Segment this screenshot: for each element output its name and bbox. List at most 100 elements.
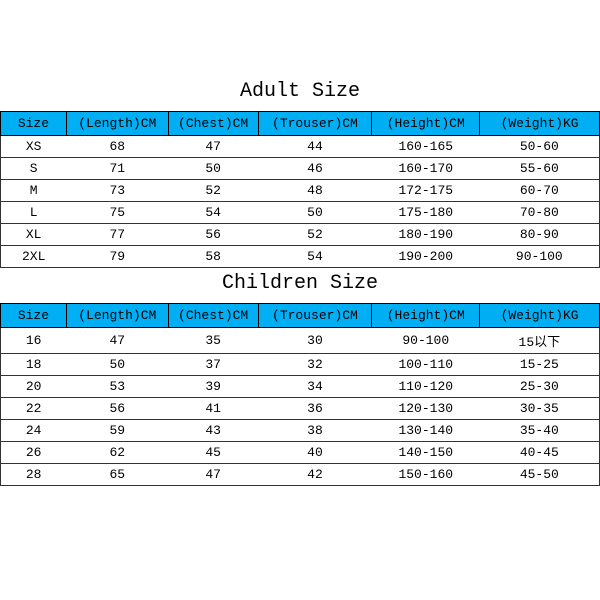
table-cell: 100-110 (372, 354, 480, 376)
table-cell: 50-60 (480, 136, 600, 158)
col-length: (Length)CM (66, 304, 168, 328)
table-cell: 53 (66, 376, 168, 398)
table-cell: 2XL (1, 246, 67, 268)
table-cell: 18 (1, 354, 67, 376)
table-cell: 73 (66, 180, 168, 202)
table-cell: 37 (168, 354, 258, 376)
adult-size-body: XS684744160-16550-60S715046160-17055-60M… (1, 136, 600, 268)
table-row: XS684744160-16550-60 (1, 136, 600, 158)
table-cell: 22 (1, 398, 67, 420)
table-cell: 140-150 (372, 442, 480, 464)
table-cell: S (1, 158, 67, 180)
table-cell: 36 (258, 398, 372, 420)
table-cell: XS (1, 136, 67, 158)
table-cell: 50 (66, 354, 168, 376)
table-row: S715046160-17055-60 (1, 158, 600, 180)
table-cell: 42 (258, 464, 372, 486)
table-cell: 15-25 (480, 354, 600, 376)
table-row: XL775652180-19080-90 (1, 224, 600, 246)
table-cell: 160-170 (372, 158, 480, 180)
table-cell: 55-60 (480, 158, 600, 180)
adult-size-title: Adult Size (0, 80, 600, 103)
table-cell: 38 (258, 420, 372, 442)
table-cell: 190-200 (372, 246, 480, 268)
table-cell: 50 (168, 158, 258, 180)
table-cell: 16 (1, 328, 67, 354)
table-cell: 58 (168, 246, 258, 268)
table-cell: 90-100 (480, 246, 600, 268)
table-cell: 25-30 (480, 376, 600, 398)
table-cell: 47 (168, 136, 258, 158)
table-cell: 77 (66, 224, 168, 246)
col-chest: (Chest)CM (168, 112, 258, 136)
col-trouser: (Trouser)CM (258, 304, 372, 328)
table-cell: 32 (258, 354, 372, 376)
table-cell: 68 (66, 136, 168, 158)
table-cell: 56 (66, 398, 168, 420)
table-cell: 130-140 (372, 420, 480, 442)
table-cell: 30 (258, 328, 372, 354)
table-cell: 28 (1, 464, 67, 486)
table-row: L755450175-18070-80 (1, 202, 600, 224)
children-size-table: Size (Length)CM (Chest)CM (Trouser)CM (H… (0, 303, 600, 486)
table-cell: 50 (258, 202, 372, 224)
table-cell: 26 (1, 442, 67, 464)
col-height: (Height)CM (372, 112, 480, 136)
children-size-title: Children Size (0, 272, 600, 295)
table-row: 28654742150-16045-50 (1, 464, 600, 486)
table-row: 22564136120-13030-35 (1, 398, 600, 420)
table-cell: 54 (168, 202, 258, 224)
table-cell: 35-40 (480, 420, 600, 442)
table-cell: 24 (1, 420, 67, 442)
table-row: 2XL795854190-20090-100 (1, 246, 600, 268)
table-cell: 90-100 (372, 328, 480, 354)
table-cell: 160-165 (372, 136, 480, 158)
table-cell: 56 (168, 224, 258, 246)
table-cell: 48 (258, 180, 372, 202)
table-row: 18503732100-11015-25 (1, 354, 600, 376)
col-weight: (Weight)KG (480, 112, 600, 136)
table-row: 26624540140-15040-45 (1, 442, 600, 464)
table-row: 24594338130-14035-40 (1, 420, 600, 442)
table-cell: L (1, 202, 67, 224)
col-weight: (Weight)KG (480, 304, 600, 328)
table-cell: 65 (66, 464, 168, 486)
size-chart-page: Adult Size Size (Length)CM (Chest)CM (Tr… (0, 0, 600, 600)
table-header-row: Size (Length)CM (Chest)CM (Trouser)CM (H… (1, 112, 600, 136)
table-cell: 180-190 (372, 224, 480, 246)
table-cell: 79 (66, 246, 168, 268)
table-cell: 35 (168, 328, 258, 354)
table-cell: 46 (258, 158, 372, 180)
table-cell: 20 (1, 376, 67, 398)
table-row: M735248172-17560-70 (1, 180, 600, 202)
table-cell: 41 (168, 398, 258, 420)
table-cell: 80-90 (480, 224, 600, 246)
table-cell: M (1, 180, 67, 202)
table-cell: 120-130 (372, 398, 480, 420)
table-cell: 54 (258, 246, 372, 268)
table-row: 20533934110-12025-30 (1, 376, 600, 398)
table-cell: 59 (66, 420, 168, 442)
table-cell: 40 (258, 442, 372, 464)
table-cell: 150-160 (372, 464, 480, 486)
table-cell: 47 (168, 464, 258, 486)
col-length: (Length)CM (66, 112, 168, 136)
table-cell: 44 (258, 136, 372, 158)
table-cell: 45-50 (480, 464, 600, 486)
table-cell: 110-120 (372, 376, 480, 398)
table-header-row: Size (Length)CM (Chest)CM (Trouser)CM (H… (1, 304, 600, 328)
table-cell: 39 (168, 376, 258, 398)
adult-size-table: Size (Length)CM (Chest)CM (Trouser)CM (H… (0, 111, 600, 268)
col-trouser: (Trouser)CM (258, 112, 372, 136)
table-row: 1647353090-10015以下 (1, 328, 600, 354)
table-cell: XL (1, 224, 67, 246)
table-cell: 60-70 (480, 180, 600, 202)
table-cell: 75 (66, 202, 168, 224)
table-cell: 172-175 (372, 180, 480, 202)
col-size: Size (1, 112, 67, 136)
table-cell: 30-35 (480, 398, 600, 420)
table-cell: 71 (66, 158, 168, 180)
col-height: (Height)CM (372, 304, 480, 328)
table-cell: 52 (168, 180, 258, 202)
table-cell: 45 (168, 442, 258, 464)
